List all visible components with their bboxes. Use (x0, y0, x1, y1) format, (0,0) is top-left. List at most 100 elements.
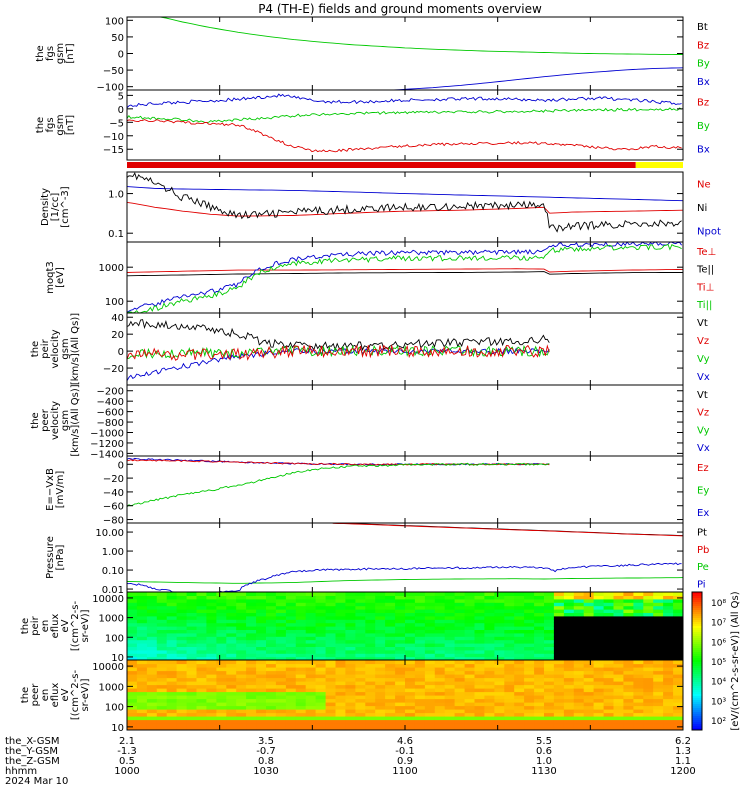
spectrogram-cell (474, 695, 485, 700)
spectrogram-cell (345, 723, 356, 728)
spectrogram-cell (315, 660, 327, 665)
colorbar-cell (692, 704, 702, 707)
spectrogram-cell (484, 649, 495, 654)
spectrogram-cell (146, 636, 158, 641)
spectrogram-cell (454, 626, 466, 630)
spectrogram-cell (166, 719, 178, 724)
spectrogram-cell (186, 639, 198, 644)
colorbar-cell (692, 652, 702, 655)
spectrogram-cell (385, 684, 396, 689)
spectrogram-cell (226, 643, 237, 647)
spectrogram-cell (534, 622, 545, 627)
spectrogram-cell (365, 674, 376, 679)
y-axis-label: fgs (45, 46, 56, 61)
spectrogram-cell (206, 622, 217, 627)
spectrogram-cell (315, 681, 327, 686)
spectrogram-cell (593, 709, 605, 714)
spectrogram-cell (226, 605, 237, 610)
spectrogram-cell (295, 612, 307, 617)
spectrogram-cell (315, 595, 327, 600)
spectrogram-cell (534, 695, 545, 700)
spectrogram-cell (653, 709, 664, 714)
spectrogram-cell (484, 660, 495, 665)
spectrogram-cell (246, 677, 257, 682)
spectrogram-cell (266, 705, 277, 710)
y-axis-label: Density (40, 188, 51, 226)
spectrogram-cell (266, 598, 277, 603)
spectrogram-cell (474, 619, 485, 624)
spectrogram-cell (216, 592, 227, 596)
spectrogram-cell (246, 605, 257, 610)
spectrogram-cell (583, 674, 595, 679)
spectrogram-cell (613, 695, 624, 700)
spectrogram-cell (434, 667, 446, 672)
spectrogram-cell (494, 716, 505, 721)
spectrogram-cell (395, 667, 406, 672)
spectrogram-cell (395, 702, 406, 707)
spectrogram-cell (474, 691, 485, 696)
spectrogram-cell (127, 636, 138, 641)
spectrogram-cell (246, 615, 257, 620)
spectrogram-cell (256, 709, 267, 714)
spectrogram-cell (146, 677, 158, 682)
legend-entry: Bx (697, 144, 710, 155)
spectrogram-cell (593, 681, 605, 686)
spectrogram-cell (196, 719, 207, 724)
spectrogram-cell (176, 646, 188, 651)
spectrogram-cell (553, 656, 565, 660)
colorbar-cell (692, 700, 702, 703)
spectrogram-cell (405, 726, 416, 730)
spectrogram-cell (623, 681, 634, 686)
spectrogram-cell (464, 626, 476, 630)
spectrogram-cell (573, 595, 585, 600)
spectrogram-cell (246, 643, 257, 647)
spectrogram-cell (653, 663, 664, 668)
spectrogram-cell (484, 726, 495, 730)
spectrogram-cell (405, 639, 416, 644)
spectrogram-cell (146, 646, 158, 651)
spectrogram-cell (593, 660, 605, 665)
spectrogram-cell (136, 636, 148, 641)
spectrogram-cell (573, 605, 585, 610)
spectrogram-cell (593, 698, 605, 703)
spectrogram-cell (573, 598, 585, 603)
spectrogram-cell (305, 705, 317, 710)
spectrogram-cell (653, 615, 664, 620)
spectrogram-cell (544, 609, 555, 613)
spectrogram-cell (504, 629, 515, 634)
spectrogram-cell (494, 691, 505, 696)
spectrogram-cell (603, 612, 615, 617)
spectrogram-cell (325, 656, 337, 660)
spectrogram-cell (216, 615, 227, 620)
spectrogram-cell (127, 712, 138, 717)
spectrogram-cell (653, 605, 664, 610)
spectrogram-cell (335, 639, 346, 644)
spectrogram-cell (335, 698, 346, 703)
spectrogram-cell (424, 612, 436, 617)
spectrogram-cell (583, 698, 595, 703)
spectrogram-cell (206, 663, 217, 668)
spectrogram-cell (623, 626, 634, 630)
spectrogram-cell (216, 626, 227, 630)
spectrogram-cell (434, 619, 446, 624)
spectrogram-cell (504, 698, 515, 703)
spectrogram-cell (424, 660, 436, 665)
spectrogram-cell (236, 677, 247, 682)
spectrogram-cell (156, 656, 168, 660)
spectrogram-cell (613, 681, 624, 686)
spectrogram-cell (256, 636, 267, 641)
spectrogram-cell (643, 605, 654, 610)
spectrogram-cell (454, 619, 466, 624)
spectrogram-cell (395, 626, 406, 630)
spectrogram-cell (434, 598, 446, 603)
legend-entry: Ni (697, 203, 707, 214)
spectrogram-cell (256, 726, 267, 730)
spectrogram-cell (256, 612, 267, 617)
spectrogram-cell (653, 643, 664, 647)
spectrogram-cell (395, 649, 406, 654)
spectrogram-cell (623, 712, 634, 717)
spectrogram-cell (613, 619, 624, 624)
colorbar-tick-label: 10⁶ (711, 638, 726, 648)
spectrogram-cell (573, 663, 585, 668)
spectrogram-cell (673, 709, 683, 714)
